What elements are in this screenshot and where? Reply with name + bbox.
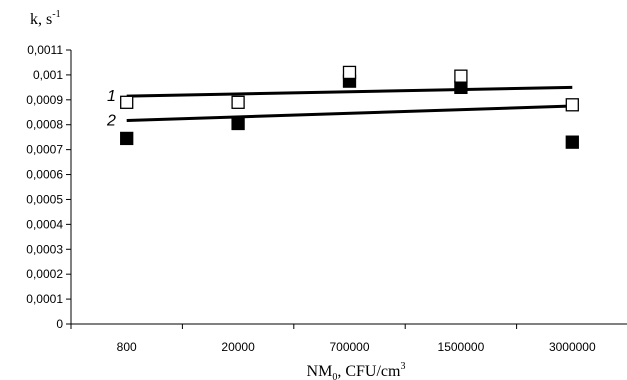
x-axis-title-sup: 3	[400, 361, 405, 372]
y-tick-label: 0,001	[33, 68, 63, 82]
x-tick-label: 800	[117, 340, 137, 354]
y-tick-label: 0	[56, 317, 63, 331]
y-tick-label: 0,0006	[26, 168, 63, 182]
markers	[120, 65, 579, 149]
x-tick-label: 3000000	[549, 340, 596, 354]
x-axis-title-sub: 0	[332, 372, 337, 380]
marker-series-2	[231, 116, 245, 131]
marker-series-1	[231, 95, 245, 109]
x-axis-title-mid: , CFU/cm	[337, 363, 401, 380]
y-tick-label: 0,0001	[26, 292, 63, 306]
x-axis-title-main: NM	[307, 363, 333, 380]
y-axis-title-sup: -1	[52, 9, 60, 20]
marker-series-2	[565, 135, 579, 149]
trend-lines	[126, 85, 573, 122]
y-tick-label: 0,0008	[26, 118, 63, 132]
marker-series-1	[342, 65, 357, 80]
y-ticks: 0 0,0001 0,0002 0,0003 0,0004 0,0005 0,0006 0,0…	[26, 43, 71, 331]
x-tick-label: 700000	[329, 340, 369, 354]
y-tick-label: 0,0003	[26, 242, 63, 256]
y-tick-label: 0,0004	[26, 217, 63, 231]
y-axis-title-main: k, s	[30, 11, 52, 28]
marker-series-2	[454, 80, 468, 95]
marker-series-2	[120, 131, 134, 146]
y-axis-title: k, s-1	[30, 9, 61, 28]
trend-line-1	[126, 85, 573, 98]
x-tick-label: 20000	[221, 340, 255, 354]
y-tick-label: 0,0009	[26, 93, 63, 107]
y-tick-label: 0,0011	[27, 43, 63, 57]
series-label-2: 2	[106, 112, 116, 129]
x-ticks: 800 20000 700000 1500000 3000000	[70, 324, 596, 354]
marker-series-1	[565, 98, 579, 112]
trend-line-2	[126, 104, 573, 122]
series-labels: 21	[106, 88, 116, 129]
y-tick-label: 0,0005	[26, 192, 63, 206]
marker-series-1	[120, 95, 134, 109]
y-tick-label: 0,0007	[26, 143, 63, 157]
marker-series-1	[454, 69, 468, 83]
x-axis-title: NM0, CFU/cm3	[307, 361, 406, 380]
x-tick-label: 1500000	[438, 340, 485, 354]
y-tick-label: 0,0002	[26, 267, 63, 281]
series-label-1: 1	[107, 88, 116, 105]
